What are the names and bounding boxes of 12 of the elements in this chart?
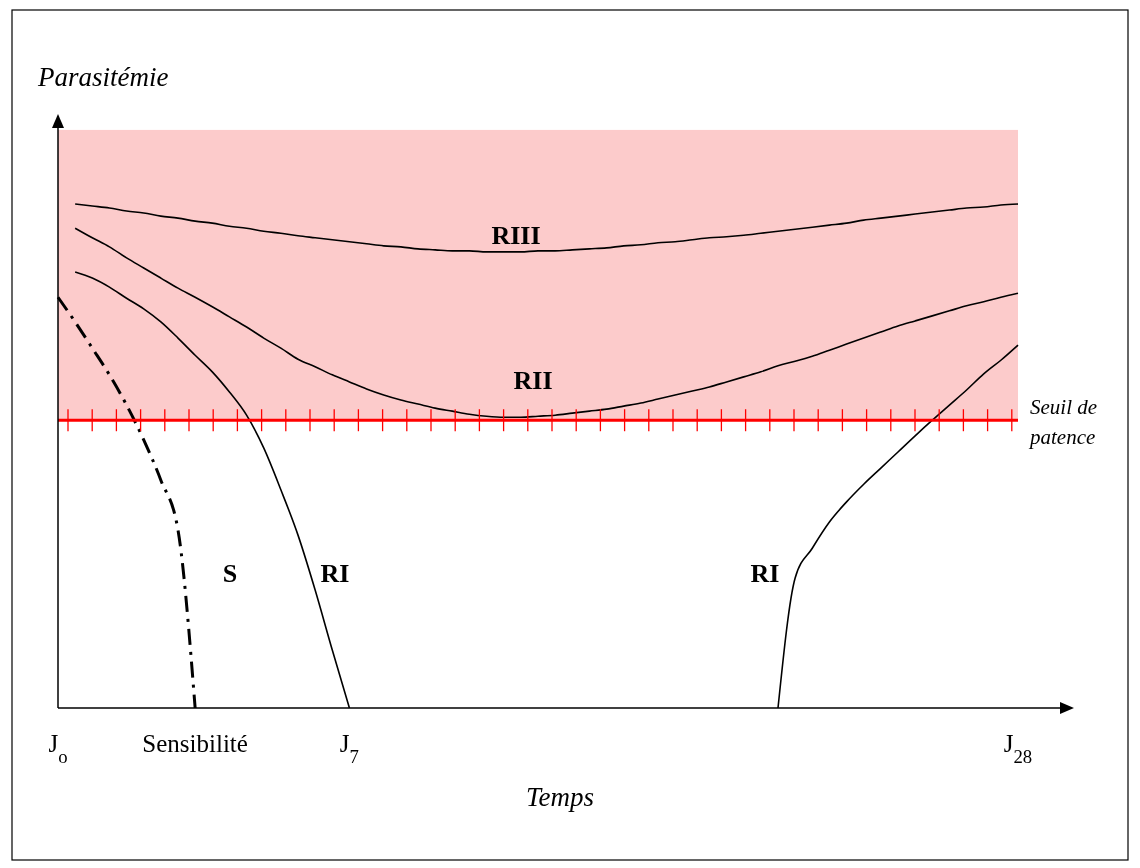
x-tick-label: J$_{28}$	[1003, 730, 1033, 767]
series-label: S	[222, 559, 238, 588]
series-label: RI	[320, 559, 350, 588]
series-label: RI	[750, 559, 780, 588]
x-tick-label: J$_{7}$	[339, 730, 359, 767]
series-label: RIII	[491, 221, 541, 250]
ref-line-label: Seuil de patence	[1028, 395, 1098, 450]
x-tick-label: J$_{o}$	[48, 730, 68, 767]
y-axis-title: Parasitémie	[37, 62, 169, 92]
series-label: RII	[513, 366, 553, 395]
x-tick-label: Sensibilité	[142, 730, 248, 757]
x-axis-title: Temps	[525, 782, 595, 812]
